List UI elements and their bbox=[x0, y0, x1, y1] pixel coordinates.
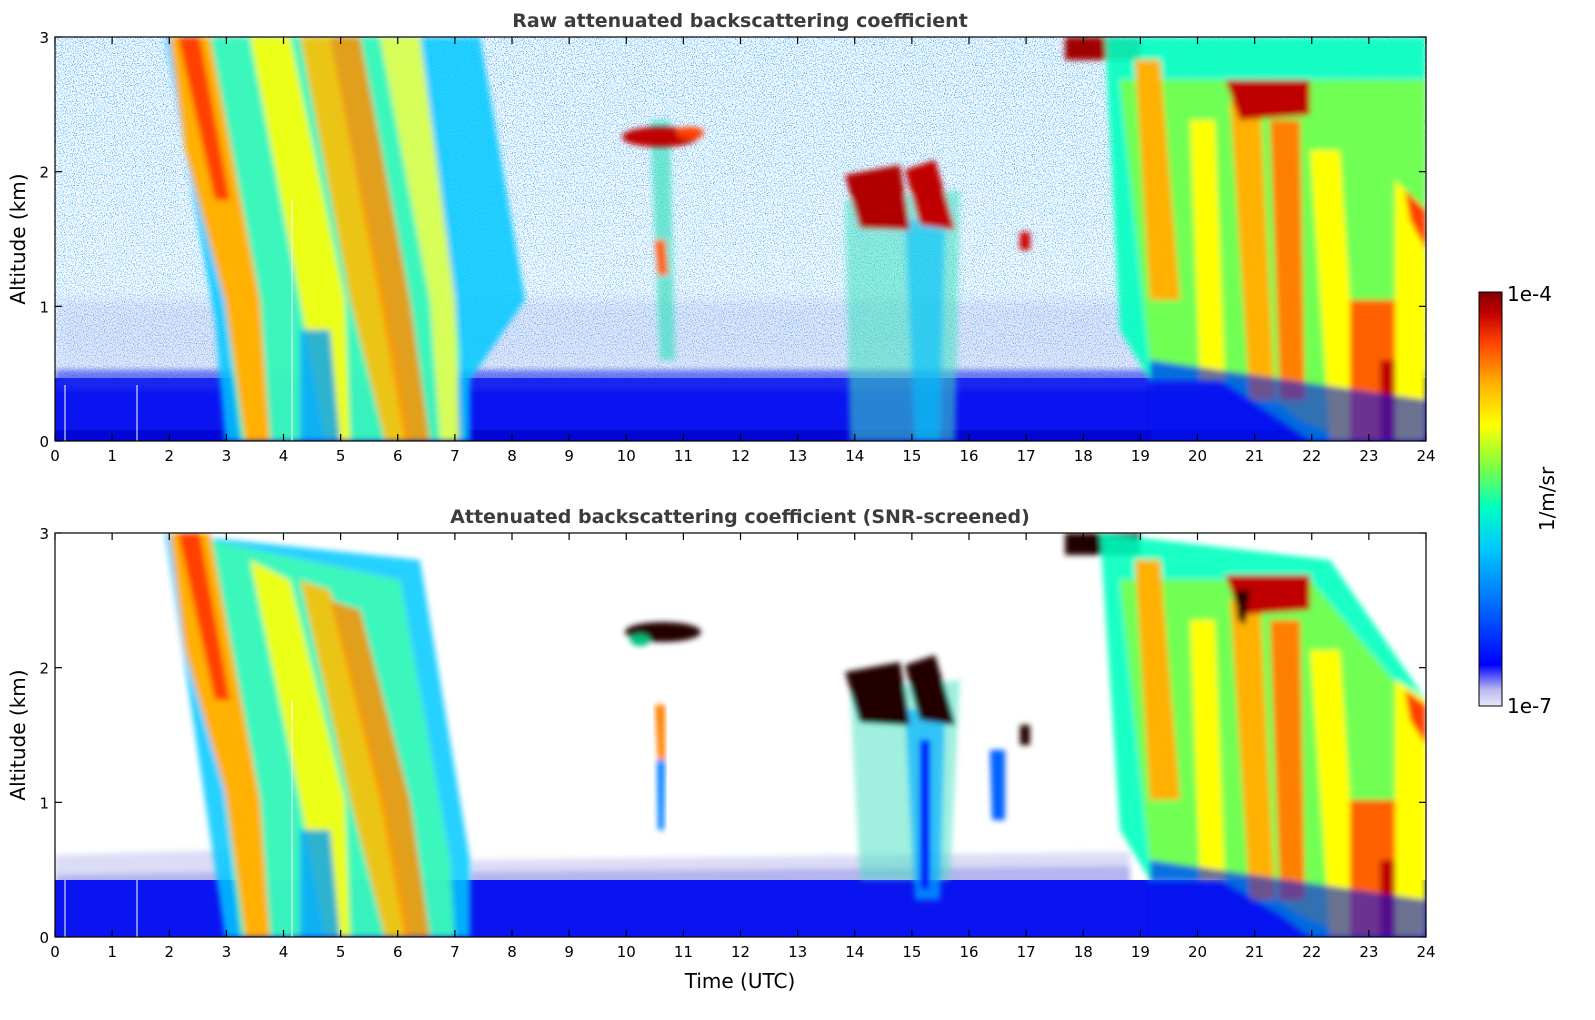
colorbar-gradient bbox=[1478, 291, 1503, 707]
colorbar-unit-label: 1/m/sr bbox=[1535, 466, 1559, 531]
x-tick-label: 23 bbox=[1359, 447, 1378, 465]
x-tick-label: 17 bbox=[1017, 447, 1036, 465]
x-tick-label: 21 bbox=[1245, 447, 1264, 465]
x-tick-label: 6 bbox=[393, 447, 403, 465]
x-tick-label: 20 bbox=[1188, 447, 1207, 465]
x-tick-label: 21 bbox=[1245, 943, 1264, 961]
panel-title-raw: Raw attenuated backscattering coefficien… bbox=[512, 10, 968, 32]
y-axis-label-screened: Altitude (km) bbox=[6, 669, 30, 800]
y-tick-label: 3 bbox=[39, 29, 49, 47]
x-tick-label: 8 bbox=[507, 447, 517, 465]
heatmap-screened bbox=[55, 533, 1426, 937]
y-tick-label: 3 bbox=[39, 525, 49, 543]
colorbar: 1e-4 1e-7 1/m/sr bbox=[1478, 282, 1559, 718]
x-tick-label: 2 bbox=[164, 943, 174, 961]
y-tick-label: 2 bbox=[39, 164, 49, 182]
x-tick-label: 5 bbox=[336, 943, 346, 961]
x-tick-label: 10 bbox=[617, 447, 636, 465]
x-tick-label: 5 bbox=[336, 447, 346, 465]
x-tick-label: 19 bbox=[1131, 943, 1150, 961]
x-tick-label: 22 bbox=[1302, 447, 1321, 465]
x-axis-raw: 0 1 2 3 4 5 6 7 8 9 10 11 12 13 14 15 16 17 18 19 20 21 22 23 24 bbox=[50, 37, 1436, 465]
x-tick-label: 7 bbox=[450, 943, 460, 961]
x-tick-label: 1 bbox=[107, 447, 117, 465]
x-tick-label: 11 bbox=[674, 447, 693, 465]
x-tick-label: 9 bbox=[564, 943, 574, 961]
y-tick-label: 2 bbox=[39, 660, 49, 678]
x-tick-label: 0 bbox=[50, 447, 60, 465]
x-tick-label: 1 bbox=[107, 943, 117, 961]
x-tick-label: 14 bbox=[845, 447, 864, 465]
x-tick-label: 15 bbox=[902, 447, 921, 465]
x-tick-label: 23 bbox=[1359, 943, 1378, 961]
x-tick-label: 13 bbox=[788, 447, 807, 465]
colorbar-min-label: 1e-7 bbox=[1507, 694, 1552, 718]
y-tick-label: 1 bbox=[39, 794, 49, 812]
x-tick-label: 16 bbox=[959, 447, 978, 465]
x-tick-label: 17 bbox=[1017, 943, 1036, 961]
y-axis-screened: 0 1 2 3 bbox=[39, 525, 1426, 947]
panel-raw: Raw attenuated backscattering coefficien… bbox=[6, 10, 1436, 465]
x-tick-label: 13 bbox=[788, 943, 807, 961]
y-tick-label: 0 bbox=[39, 433, 49, 451]
panel-title-screened: Attenuated backscattering coefficient (S… bbox=[450, 506, 1030, 528]
x-tick-label: 2 bbox=[164, 447, 174, 465]
x-axis-screened: 0 1 2 3 4 5 6 7 8 9 10 11 12 13 14 15 16 17 18 19 20 21 22 23 24 bbox=[50, 533, 1436, 961]
x-tick-label: 3 bbox=[222, 447, 232, 465]
x-tick-label: 4 bbox=[279, 943, 289, 961]
x-tick-label: 12 bbox=[731, 943, 750, 961]
x-axis-label: Time (UTC) bbox=[684, 969, 796, 993]
x-tick-label: 18 bbox=[1074, 447, 1093, 465]
x-tick-label: 4 bbox=[279, 447, 289, 465]
colorbar-max-label: 1e-4 bbox=[1507, 282, 1552, 306]
panel-screened: Attenuated backscattering coefficient (S… bbox=[6, 506, 1436, 993]
x-tick-label: 0 bbox=[50, 943, 60, 961]
x-tick-label: 18 bbox=[1074, 943, 1093, 961]
x-tick-label: 20 bbox=[1188, 943, 1207, 961]
heatmap-raw bbox=[55, 37, 1426, 441]
x-tick-label: 22 bbox=[1302, 943, 1321, 961]
x-tick-label: 12 bbox=[731, 447, 750, 465]
x-tick-label: 11 bbox=[674, 943, 693, 961]
x-tick-label: 6 bbox=[393, 943, 403, 961]
x-tick-label: 7 bbox=[450, 447, 460, 465]
x-tick-label: 16 bbox=[959, 943, 978, 961]
y-axis-raw: 0 1 2 3 bbox=[39, 29, 1426, 451]
x-tick-label: 14 bbox=[845, 943, 864, 961]
y-tick-label: 1 bbox=[39, 298, 49, 316]
x-tick-label: 3 bbox=[222, 943, 232, 961]
x-tick-label: 10 bbox=[617, 943, 636, 961]
y-tick-label: 0 bbox=[39, 929, 49, 947]
x-tick-label: 15 bbox=[902, 943, 921, 961]
x-tick-label: 24 bbox=[1416, 447, 1435, 465]
x-tick-label: 24 bbox=[1416, 943, 1435, 961]
y-axis-label-raw: Altitude (km) bbox=[6, 173, 30, 304]
x-tick-label: 9 bbox=[564, 447, 574, 465]
x-tick-label: 8 bbox=[507, 943, 517, 961]
x-tick-label: 19 bbox=[1131, 447, 1150, 465]
